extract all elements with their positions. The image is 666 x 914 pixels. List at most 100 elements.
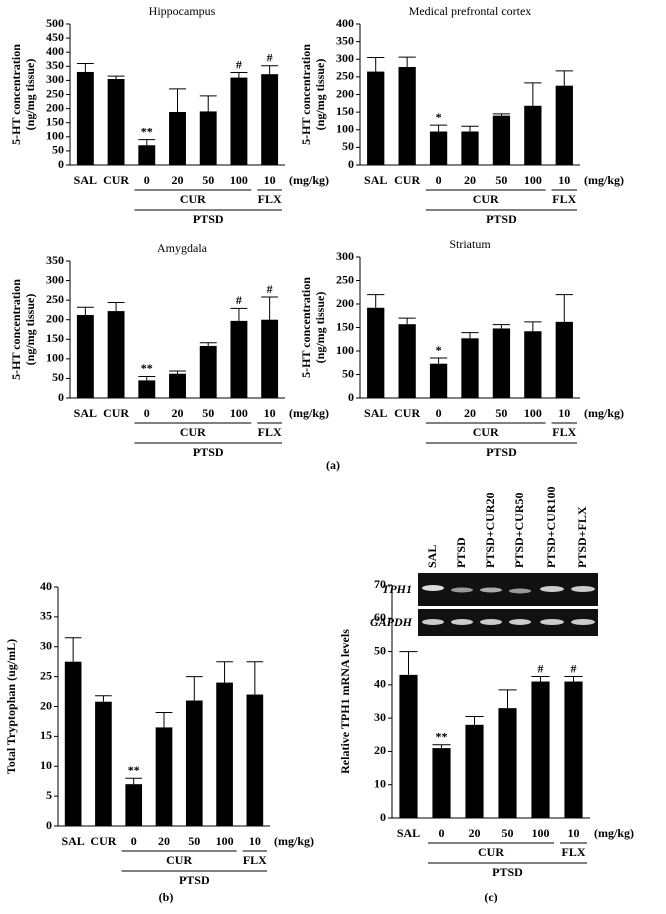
x-tick-label: 50 (202, 173, 214, 187)
error-bar (107, 301, 125, 312)
gel-row-label: TPH1 (382, 582, 412, 596)
x-tick-label: SAL (364, 173, 387, 187)
y-tick-label: 10 (374, 776, 386, 790)
y-axis-label: Relative TPH1 mRNA levels (338, 629, 352, 774)
bar (461, 338, 479, 398)
bar (398, 324, 416, 398)
bar (107, 78, 125, 165)
error-bar (399, 651, 418, 675)
y-tick-label: 60 (374, 610, 386, 624)
gel-box (418, 573, 598, 606)
annotation: # (236, 57, 242, 71)
y-tick-label: 350 (46, 58, 64, 72)
x-tick-label: SAL (61, 834, 84, 848)
y-tick-label: 0 (58, 390, 64, 404)
y-tick-label: 20 (40, 698, 52, 712)
x-tick-label: 0 (131, 834, 137, 848)
error-bar (429, 124, 448, 132)
bar (432, 748, 451, 818)
x-tick-label: SAL (74, 173, 97, 187)
group-label: CUR (180, 425, 206, 439)
bar (367, 71, 385, 165)
bar (261, 319, 279, 398)
x-tick-label: 10 (558, 173, 570, 187)
error-bar (138, 139, 156, 146)
group-label: PTSD (193, 212, 224, 226)
bar (492, 115, 511, 165)
error-bar (169, 370, 186, 374)
annotation: # (236, 293, 242, 307)
y-tick-label: 150 (46, 331, 64, 345)
bar (564, 681, 583, 818)
y-tick-label: 70 (374, 577, 386, 591)
x-tick-label: 10 (568, 826, 580, 840)
bar (498, 708, 517, 818)
x-unit-label: (mg/kg) (584, 173, 624, 187)
y-tick-label: 0 (348, 157, 354, 171)
group-label: PTSD (193, 445, 224, 459)
y-tick-label: 0 (46, 818, 52, 832)
error-bar (246, 661, 264, 695)
y-tick-label: 50 (342, 366, 354, 380)
y-axis-label: 5-HT concentration (9, 44, 23, 145)
y-tick-label: 15 (40, 728, 52, 742)
y-tick-label: 50 (374, 643, 386, 657)
error-bar (64, 637, 82, 662)
y-tick-label: 40 (40, 579, 52, 593)
y-tick-label: 300 (336, 51, 354, 65)
annotation: # (538, 661, 544, 675)
error-bar (261, 296, 279, 320)
error-bar (138, 375, 156, 381)
bar (76, 71, 94, 165)
x-tick-label: CUR (394, 406, 420, 420)
y-tick-label: 25 (40, 668, 52, 682)
y-tick-label: 100 (336, 343, 354, 357)
error-bar (398, 56, 416, 68)
y-tick-label: 20 (374, 743, 386, 757)
panel-label: (c) (484, 890, 497, 904)
error-bar (261, 65, 279, 75)
error-bar (230, 307, 248, 321)
group-label: FLX (552, 192, 576, 206)
x-tick-label: 20 (464, 173, 476, 187)
x-unit-label: (mg/kg) (594, 826, 634, 840)
error-bar (230, 72, 248, 78)
y-tick-label: 100 (46, 351, 64, 365)
y-tick-label: 30 (374, 710, 386, 724)
gel-band (422, 619, 444, 625)
x-tick-label: 50 (188, 834, 200, 848)
group-label: CUR (478, 845, 504, 859)
y-tick-label: 250 (46, 292, 64, 306)
y-tick-label: 400 (46, 44, 64, 58)
bar (64, 661, 82, 826)
annotation: ** (436, 730, 448, 744)
group-label: FLX (552, 425, 576, 439)
y-tick-label: 450 (46, 30, 64, 44)
x-tick-label: 10 (264, 406, 276, 420)
x-unit-label: (mg/kg) (274, 834, 314, 848)
x-tick-label: 0 (439, 826, 445, 840)
error-bar (155, 711, 173, 728)
gel-box (418, 609, 598, 636)
annotation: * (436, 343, 442, 357)
chart-title: Amygdala (157, 241, 208, 255)
gel-band (540, 586, 564, 592)
bar (199, 111, 217, 165)
panel-label: (a) (326, 458, 340, 472)
error-bar (564, 676, 583, 682)
error-bar (367, 294, 385, 308)
y-tick-label: 0 (380, 810, 386, 824)
bar (230, 320, 248, 398)
y-tick-label: 400 (336, 16, 354, 30)
y-tick-label: 200 (336, 86, 354, 100)
y-axis-label: (ng/mg tissue) (313, 292, 327, 364)
bar (125, 784, 143, 826)
y-axis-label: 5-HT concentration (299, 44, 313, 145)
panel-label: (b) (159, 890, 174, 904)
y-tick-label: 35 (40, 609, 52, 623)
bar (138, 145, 156, 165)
group-label: CUR (473, 192, 499, 206)
group-label: FLX (258, 192, 282, 206)
x-tick-label: 20 (172, 406, 184, 420)
